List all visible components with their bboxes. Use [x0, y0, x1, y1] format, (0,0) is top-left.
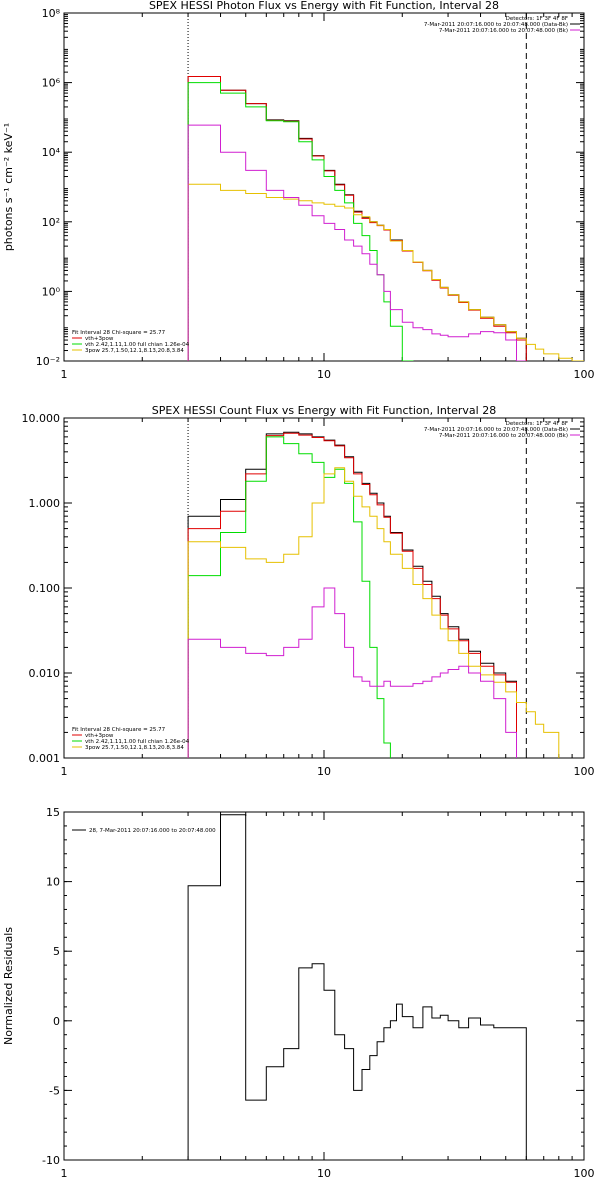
panel2-header-line: 7-Mar-2011 20:07:16.000 to 20:07:48.000 …: [439, 433, 568, 439]
panel3-series-0-step-line: [187, 814, 527, 1160]
panel2-fit-legend-entry: vth 2.42,1.11,1.00 full chian 1.26e-04: [85, 739, 190, 745]
panel2-fit-legend-entry: vth+3pow: [85, 733, 114, 739]
panel1-series-0-step-line: [187, 76, 527, 361]
panel3-x-tick-label: 100: [574, 1167, 595, 1180]
panel2-header-line: 7-Mar-2011 20:07:16.000 to 20:07:48.000 …: [424, 427, 568, 433]
panel2-y-tick-label: 0.001: [29, 752, 61, 765]
panel1-y-tick-label: 10²: [42, 216, 60, 229]
panel1-fit-legend-entry: vth+3pow: [85, 336, 114, 342]
panel2-y-tick-label: 0.100: [29, 582, 61, 595]
panel2-y-tick-label: 1.000: [29, 497, 61, 510]
panel2-y-tick-label: 0.010: [29, 667, 61, 680]
panel2-series-1-step-line: [187, 432, 517, 758]
panel1-fit-legend-entry: vth 2.42,1.11,1.00 full chian 1.26e-04: [85, 342, 190, 348]
panel1-fit-info: Fit Interval 28 Chi-square = 25.77: [72, 330, 166, 336]
panel1-series-4-step-line: [187, 124, 527, 361]
panel1-plot-frame: [63, 12, 585, 362]
panel1-fit-legend-entry: 3pow 25.7,1.50,12.1,8.13,20.8,3.84: [85, 348, 184, 354]
panel2-fit-info: Fit Interval 28 Chi-square = 25.77: [72, 727, 166, 733]
panel1-y-tick-label: 10⁴: [42, 146, 61, 159]
panel1-y-tick-label: 10⁸: [42, 7, 61, 20]
panel2-series-3-step-line: [187, 467, 560, 758]
panel1-y-tick-label: 10⁻²: [36, 355, 60, 368]
panel1-x-tick-label: 10: [317, 368, 331, 381]
panel2-title: SPEX HESSI Count Flux vs Energy with Fit…: [152, 404, 496, 417]
panel3-y-tick-label: 15: [46, 806, 60, 819]
panel2-series-2-step-line: [187, 436, 424, 758]
panel1-x-tick-label: 1: [61, 368, 68, 381]
panel1-header-line: Detectors: 1F 3F 4F 8F: [506, 16, 568, 22]
panel1-series-3-step-line: [187, 183, 584, 361]
panel2-y-tick-label: 10.000: [22, 412, 61, 425]
panel1-y-tick-label: 10⁶: [42, 77, 61, 90]
panel3-y-tick-label: 5: [53, 945, 60, 958]
panel1-y-axis-label: photons s⁻¹ cm⁻² keV⁻¹: [2, 123, 15, 251]
panel3-y-axis-label: Normalized Residuals: [2, 927, 15, 1045]
panel2-x-tick-label: 100: [574, 765, 595, 778]
panel3-y-tick-label: -5: [49, 1084, 60, 1097]
panel1-header-line: 7-Mar-2011 20:07:16.000 to 20:07:48.000 …: [424, 22, 568, 28]
panel1-header-line: 7-Mar-2011 20:07:16.000 to 20:07:48.000 …: [439, 28, 568, 34]
panel2-header-line: Detectors: 1F 3F 4F 8F: [506, 421, 568, 427]
panel3-y-tick-label: 10: [46, 876, 60, 889]
panel3-y-tick-label: -10: [42, 1154, 60, 1167]
panel3-legend-entry: 28, 7-Mar-2011 20:07:16.000 to 20:07:48.…: [89, 828, 216, 834]
panel2-x-tick-label: 10: [317, 765, 331, 778]
panel3-x-tick-label: 10: [317, 1167, 331, 1180]
panel1-series-1-step-line: [187, 76, 527, 361]
panel3-x-tick-label: 1: [61, 1167, 68, 1180]
panel2-x-tick-label: 1: [61, 765, 68, 778]
panel1-title: SPEX HESSI Photon Flux vs Energy with Fi…: [149, 0, 499, 12]
panel2-fit-legend-entry: 3pow 25.7,1.50,12.1,8.13,20.8,3.84: [85, 745, 184, 751]
panel1-x-tick-label: 100: [574, 368, 595, 381]
panel3-y-tick-label: 0: [53, 1015, 60, 1028]
panel1-y-tick-label: 10⁰: [42, 285, 61, 298]
panel2-series-4-step-line: [187, 587, 517, 758]
